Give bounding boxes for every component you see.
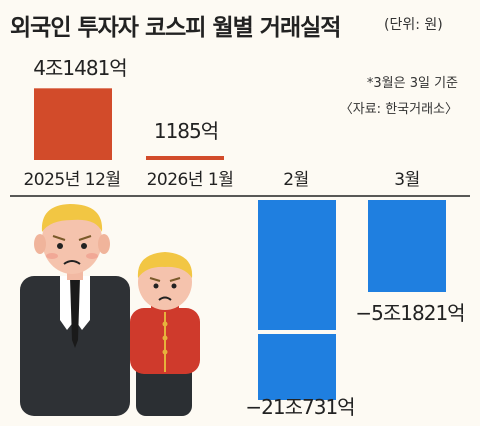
man-in-suit-figure bbox=[20, 204, 130, 416]
boy-figure bbox=[130, 252, 200, 416]
bar bbox=[34, 88, 112, 160]
data-label: 1185억 bbox=[154, 119, 218, 143]
two-worried-investors-icon bbox=[20, 204, 200, 416]
bar bbox=[258, 200, 336, 330]
chart-title: 외국인 투자자 코스피 월별 거래실적 bbox=[10, 15, 341, 41]
category-labels: 2025년 12월 2026년 1월 2월 3월 bbox=[23, 170, 420, 190]
bar bbox=[368, 200, 446, 292]
category-label: 2026년 1월 bbox=[147, 170, 234, 190]
date-note: *3월은 3일 기준 bbox=[366, 76, 458, 91]
data-labels: 4조1481억 1185억 −21조731억 −5조1821억 bbox=[33, 56, 465, 419]
bar bbox=[146, 156, 224, 160]
bar-continuation bbox=[258, 334, 336, 400]
category-label: 2025년 12월 bbox=[23, 170, 120, 190]
bar-series bbox=[34, 88, 446, 400]
data-label: −21조731억 bbox=[245, 395, 354, 419]
category-label: 2월 bbox=[283, 170, 308, 190]
unit-note: (단위: 원) bbox=[384, 17, 443, 33]
category-label: 3월 bbox=[394, 170, 419, 190]
source-note: 〈자료: 한국거래소〉 bbox=[339, 102, 458, 117]
data-label: −5조1821억 bbox=[355, 301, 464, 325]
data-label: 4조1481억 bbox=[33, 56, 126, 80]
